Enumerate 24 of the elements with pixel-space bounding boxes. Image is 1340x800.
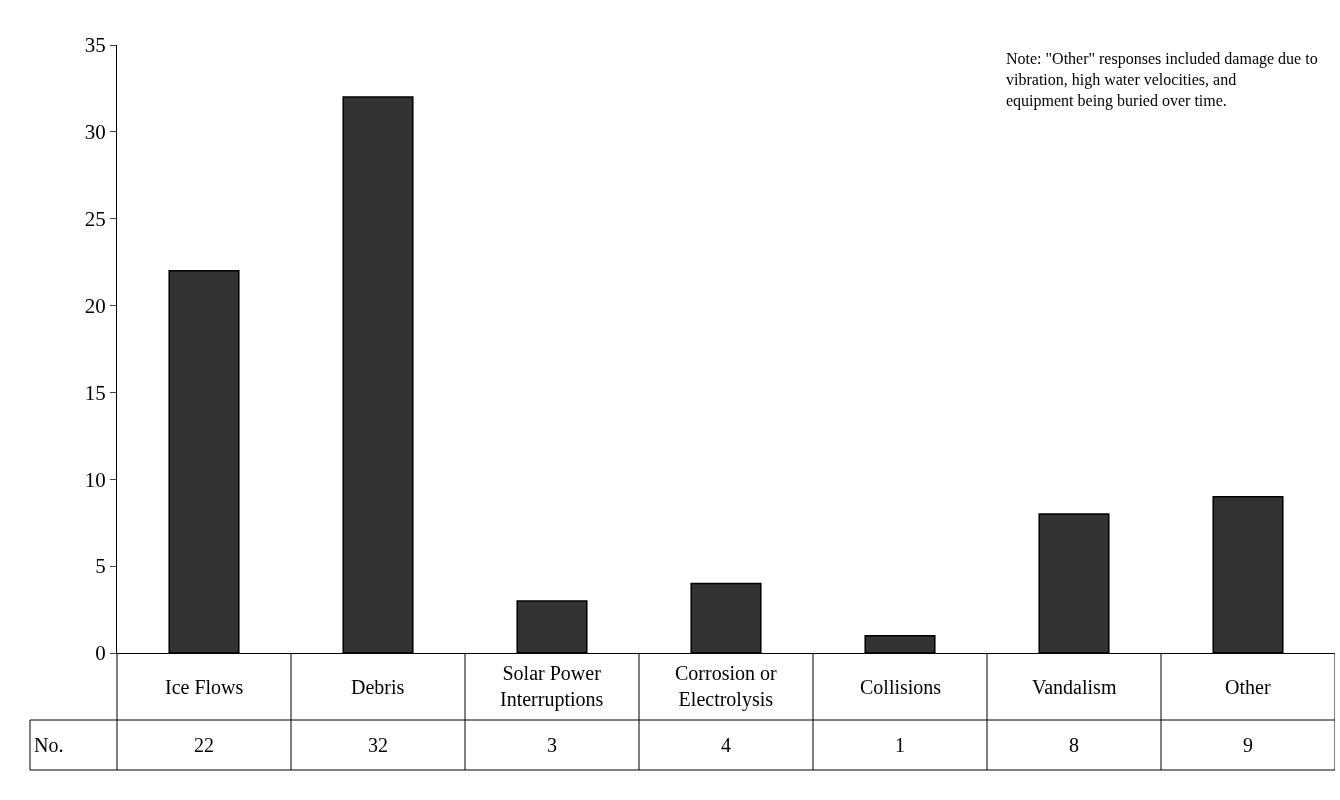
y-tick-label: 25 <box>84 207 106 232</box>
y-tick-label: 35 <box>84 33 106 58</box>
x-tick-label: Ice Flows <box>165 676 244 698</box>
y-tick-label: 15 <box>84 380 106 405</box>
annotation: Note: "Other" responses included damage due to vibration, high water velocities, and equipment being buried over time. <box>1006 50 1318 110</box>
x-tick-label: Solar Power Interruptions <box>500 662 604 711</box>
data-label: 32 <box>368 734 388 756</box>
data-label: 9 <box>1243 734 1253 756</box>
y-tick-label: 20 <box>84 293 106 318</box>
x-tick-label: Corrosion or Electrolysis <box>675 662 777 711</box>
data-label: 1 <box>895 734 905 756</box>
data-label: 22 <box>194 734 214 756</box>
y-tick-label: 30 <box>84 120 106 145</box>
x-tick-label: Debris <box>351 676 405 698</box>
y-tick-label: 5 <box>95 554 106 579</box>
data-label: 8 <box>1069 734 1079 756</box>
data-label: 3 <box>547 734 557 756</box>
text: No. <box>34 734 64 756</box>
y-tick-label: 10 <box>84 467 106 492</box>
y-tick-label: 0 <box>95 641 106 666</box>
data-label: 4 <box>721 734 731 756</box>
x-tick-label: Other <box>1225 676 1271 698</box>
x-tick-label: Collisions <box>860 676 942 698</box>
x-tick-label: Vandalism <box>1032 676 1117 698</box>
